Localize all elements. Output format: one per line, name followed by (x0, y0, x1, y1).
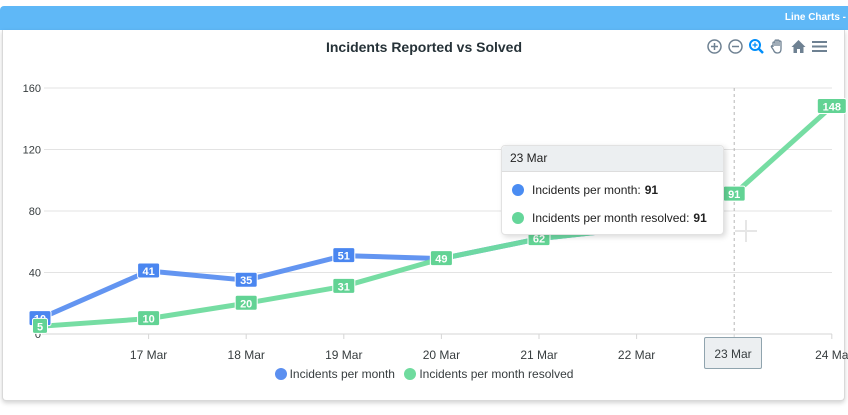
x-tick-label: 17 Mar (130, 348, 167, 362)
data-label: 5 (32, 317, 48, 334)
y-tick-label: 40 (29, 268, 41, 280)
header-strip (0, 6, 848, 30)
y-tick-label: 120 (23, 145, 41, 157)
pan-hand-icon[interactable] (769, 38, 786, 55)
zoom-in-icon[interactable] (706, 38, 723, 55)
x-tick-label: 20 Mar (423, 348, 460, 362)
selection-zoom-icon[interactable] (748, 38, 765, 55)
reset-home-icon[interactable] (790, 38, 807, 55)
legend-marker-icon (404, 368, 417, 380)
data-label: 41 (137, 262, 161, 279)
tooltip-row: Incidents per month resolved: 91 (512, 210, 707, 226)
legend-marker-icon (274, 368, 287, 380)
legend-label: Incidents per month resolved (419, 367, 574, 381)
chart-title: Incidents Reported vs Solved (326, 39, 522, 55)
svg-text:51: 51 (338, 251, 350, 263)
x-tick-label: 19 Mar (325, 348, 362, 362)
tooltip-title: 23 Mar (502, 146, 723, 172)
data-label: 49 (429, 250, 453, 267)
y-tick-label: 160 (23, 83, 41, 95)
tooltip-row-label: Incidents per month resolved: (532, 211, 690, 225)
tooltip-row-value: 91 (693, 211, 707, 225)
y-tick-label: 80 (29, 206, 41, 218)
svg-text:148: 148 (823, 101, 841, 113)
y-axis-labels: 0 40 80 120 160 (23, 83, 41, 341)
tooltip-row: Incidents per month: 91 (512, 182, 658, 198)
data-label: 10 (137, 310, 161, 327)
header-title: Line Charts - (784, 12, 846, 23)
svg-text:91: 91 (728, 189, 740, 201)
series-marker-icon (512, 184, 524, 196)
window-header: Line Charts - (0, 0, 848, 30)
x-tick-label: 24 Ma (815, 348, 848, 362)
svg-text:5: 5 (37, 321, 43, 333)
zoom-out-icon[interactable] (727, 38, 744, 55)
data-labels: 10413551495102031496291148 (28, 97, 847, 334)
tooltip-row-value: 91 (644, 183, 659, 197)
chart-tooltip: 23 Mar Incidents per month: 91 Incidents … (501, 145, 724, 235)
svg-text:41: 41 (142, 266, 154, 278)
data-label: 31 (332, 277, 356, 294)
cursor-crosshair (735, 220, 757, 242)
data-label: 51 (332, 247, 356, 264)
x-crosshair-label: 23 Mar (704, 337, 762, 369)
chart-legend: Incidents per month Incidents per month … (0, 367, 848, 381)
legend-label: Incidents per month (289, 367, 395, 381)
data-label: 20 (234, 294, 258, 311)
svg-text:49: 49 (435, 254, 447, 266)
svg-text:31: 31 (338, 281, 350, 293)
svg-text:20: 20 (240, 298, 252, 310)
legend-item-incidents[interactable]: Incidents per month (274, 367, 395, 381)
svg-text:10: 10 (142, 314, 154, 326)
data-label: 148 (816, 97, 847, 114)
menu-icon[interactable] (811, 38, 828, 55)
y-tick-label: 0 (35, 329, 41, 341)
tooltip-row-label: Incidents per month: (532, 183, 641, 197)
chart-toolbar (706, 38, 828, 56)
svg-text:35: 35 (240, 275, 252, 287)
legend-item-resolved[interactable]: Incidents per month resolved (404, 367, 573, 381)
data-label: 91 (722, 185, 746, 202)
x-tick-label: 22 Mar (618, 348, 655, 362)
x-tick-label: 21 Mar (520, 348, 557, 362)
x-tick-label: 18 Mar (228, 348, 265, 362)
data-label: 35 (234, 271, 258, 288)
series-marker-icon (512, 212, 524, 224)
svg-text:62: 62 (533, 234, 545, 246)
